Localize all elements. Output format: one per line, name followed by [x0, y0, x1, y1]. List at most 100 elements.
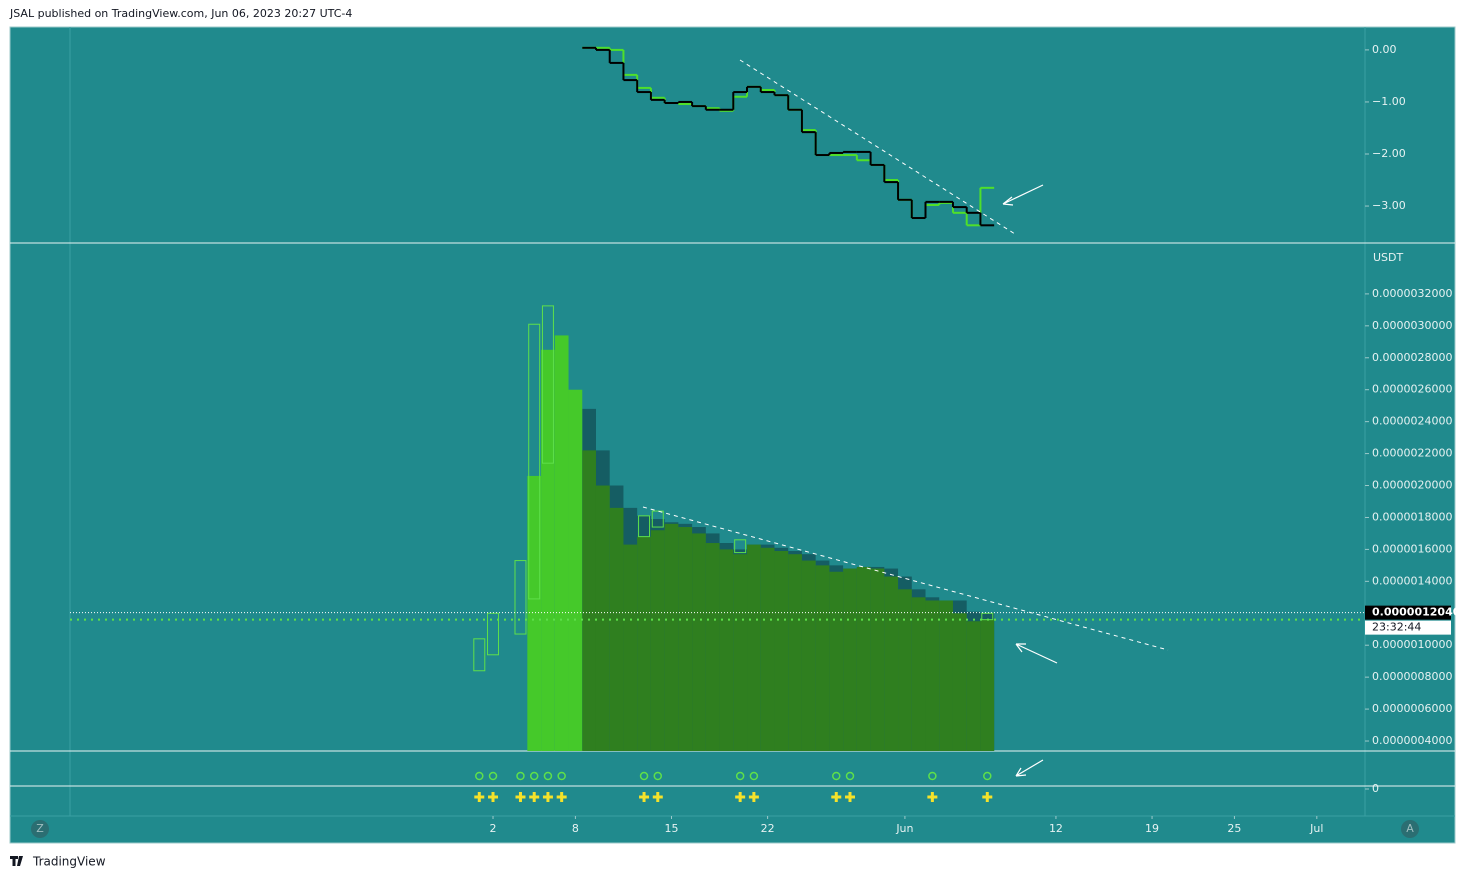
bar — [637, 536, 651, 751]
bar — [692, 533, 706, 751]
signal-circle — [529, 771, 539, 781]
bar — [870, 568, 885, 751]
signal-cross — [542, 792, 553, 802]
logo — [10, 856, 23, 866]
x-tick-label: 22 — [761, 822, 775, 835]
signal-circle — [639, 771, 649, 781]
button-label[interactable]: Z — [36, 822, 44, 835]
bar — [815, 565, 830, 751]
bar — [719, 549, 734, 751]
signal-cross — [748, 792, 759, 802]
bar — [980, 619, 995, 751]
bar — [801, 560, 816, 751]
bar — [925, 600, 940, 751]
y-tick-label: 0.0000032000 — [1372, 287, 1452, 300]
x-tick-label: 19 — [1145, 822, 1159, 835]
bar — [952, 613, 967, 751]
bar — [884, 576, 899, 751]
y-tick-label: 0.0000014000 — [1372, 574, 1452, 587]
x-tick-label: 25 — [1227, 822, 1241, 835]
bar — [898, 589, 912, 751]
y-tick-label: 0.0000030000 — [1372, 319, 1452, 332]
bar — [747, 544, 761, 751]
bar — [678, 527, 693, 751]
countdown-box — [1365, 620, 1451, 635]
candle — [514, 560, 527, 635]
candle — [734, 539, 747, 554]
bar — [595, 485, 610, 751]
bar — [527, 475, 542, 751]
signal-circle — [516, 771, 525, 781]
bar — [664, 523, 679, 751]
bar — [733, 554, 748, 751]
signal-cross — [831, 792, 842, 802]
bar — [554, 335, 569, 751]
currency-label: USDT — [1373, 251, 1404, 264]
x-tick-label: Jun — [895, 822, 913, 835]
price-label-box — [1365, 605, 1451, 620]
signal-circle — [557, 771, 566, 781]
y-tick-label: 0.0000004000 — [1372, 734, 1452, 747]
candle — [651, 510, 664, 528]
signal-circle — [735, 771, 745, 781]
y-tick-label: 0.0000028000 — [1372, 351, 1452, 364]
x-tick-label: 8 — [572, 822, 579, 835]
y-tick-label: 0.0000024000 — [1372, 415, 1452, 428]
signal-circle — [653, 771, 663, 781]
bar — [939, 600, 953, 751]
y-tick-label: −2.00 — [1372, 147, 1406, 160]
button[interactable] — [1401, 820, 1419, 838]
signal-circle — [543, 771, 553, 781]
bar — [623, 544, 638, 751]
marks: 0.00 −1.00 −2.00 −3.00 0.0000032000 0.0000030… — [70, 43, 1461, 835]
y-tick-label: 0.0000008000 — [1372, 670, 1452, 683]
x-tick-label: 2 — [490, 822, 497, 835]
bar — [911, 597, 926, 751]
y-tick-label: 0.0000010000 — [1372, 638, 1452, 651]
button-label[interactable]: A — [1406, 822, 1414, 835]
bar — [843, 568, 857, 751]
y-tick-label: 0.0000020000 — [1372, 479, 1452, 492]
y-tick-label: −3.00 — [1372, 199, 1406, 212]
y-tick-label: 0.0000018000 — [1372, 510, 1452, 523]
y-tick-label: 0.0000016000 — [1372, 542, 1452, 555]
bar — [856, 566, 871, 751]
bar — [774, 550, 789, 751]
bar — [788, 554, 802, 751]
x-tick-label: 12 — [1049, 822, 1063, 835]
trend-line — [642, 506, 1169, 651]
arrow — [1015, 643, 1058, 664]
bar — [650, 530, 665, 751]
signal-circle — [832, 771, 841, 781]
y-tick-label: 0.0000006000 — [1372, 702, 1452, 715]
bar — [582, 450, 596, 751]
x-tick-label: Jul — [1309, 822, 1323, 835]
signal-cross — [639, 792, 650, 802]
candle — [473, 638, 486, 672]
signal-cross — [556, 792, 567, 802]
y-tick-label: 0.00 — [1372, 43, 1397, 56]
y-tick-label: 0.0000022000 — [1372, 447, 1452, 460]
header: JSAL published on TradingView.com, Jun 0… — [9, 7, 352, 20]
signal-circle — [845, 771, 855, 781]
signal-cross — [474, 792, 485, 802]
signal-circle — [749, 771, 759, 781]
y-tick-label: 0 — [1372, 782, 1379, 795]
bar — [705, 543, 720, 751]
y-tick-label: 0.0000026000 — [1372, 383, 1452, 396]
candle — [638, 515, 651, 538]
bar — [966, 621, 981, 751]
signal-cross — [927, 792, 938, 802]
signal-circle — [475, 771, 484, 781]
bar — [541, 349, 555, 751]
candle — [487, 612, 500, 656]
y-tick-label: −1.00 — [1372, 95, 1406, 108]
signal-cross — [529, 792, 540, 802]
signal-cross — [844, 792, 855, 802]
arrows — [1002, 184, 1058, 777]
candle — [528, 323, 541, 600]
bar — [760, 547, 775, 751]
candle — [541, 305, 554, 464]
button[interactable] — [31, 820, 49, 838]
